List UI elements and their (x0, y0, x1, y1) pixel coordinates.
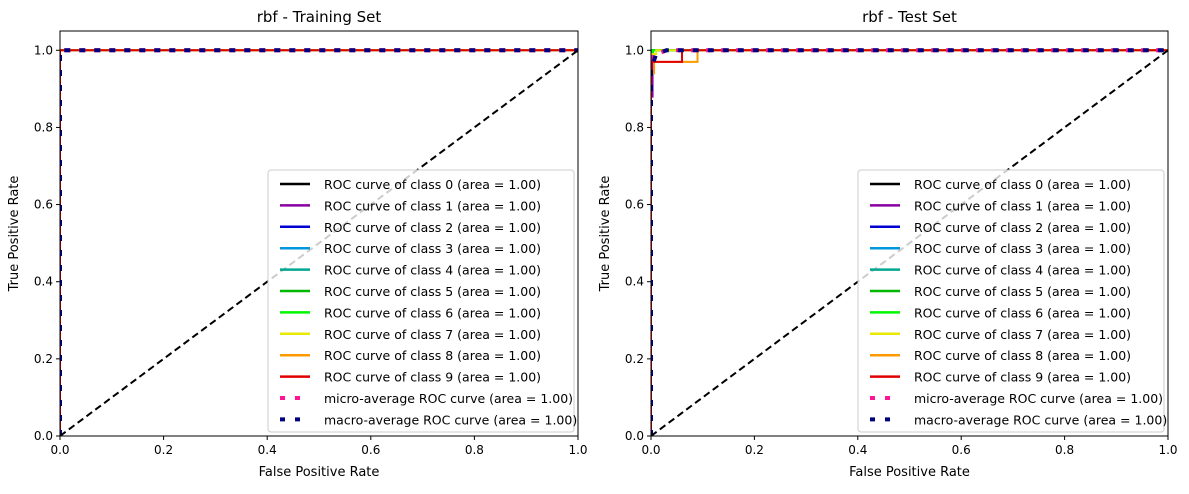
axes-frame (59, 30, 579, 437)
y-tick-label: 0.0 (625, 429, 644, 443)
y-tick-label: 0.6 (625, 198, 644, 212)
x-tick-label: 1.0 (568, 443, 587, 457)
legend-box (267, 169, 575, 433)
legend-label-0: ROC curve of class 0 (area = 1.00) (324, 177, 541, 192)
y-axis-label: True Positive Rate (598, 176, 613, 293)
axes-frame (650, 30, 1169, 437)
x-tick-label: 0.0 (641, 443, 660, 457)
y-tick-label: 0.6 (34, 198, 53, 212)
y-axis-label: True Positive Rate (7, 176, 22, 293)
x-axis-label: False Positive Rate (849, 465, 970, 480)
legend-label-3: ROC curve of class 3 (area = 1.00) (914, 241, 1131, 256)
chart-title: rbf - Training Set (257, 8, 382, 26)
legend: ROC curve of class 0 (area = 1.00) ROC cu… (857, 169, 1167, 433)
legend-label-7: ROC curve of class 7 (area = 1.00) (324, 327, 541, 342)
chart-title: rbf - Test Set (862, 8, 957, 26)
y-tick-label: 1.0 (625, 43, 644, 57)
legend-label-10: micro-average ROC curve (area = 1.00) (324, 391, 573, 406)
y-tick-label: 0.4 (625, 275, 644, 289)
legend-box (857, 169, 1165, 433)
legend-label-0: ROC curve of class 0 (area = 1.00) (914, 177, 1131, 192)
x-tick-label: 0.2 (745, 443, 764, 457)
legend-label-8: ROC curve of class 8 (area = 1.00) (324, 348, 541, 363)
x-axis-label: False Positive Rate (259, 465, 380, 480)
x-tick-label: 1.0 (1158, 443, 1177, 457)
legend-label-1: ROC curve of class 1 (area = 1.00) (914, 198, 1131, 213)
y-tick-label: 1.0 (34, 43, 53, 57)
legend-label-8: ROC curve of class 8 (area = 1.00) (914, 348, 1131, 363)
legend-label-11: macro-average ROC curve (area = 1.00) (914, 412, 1167, 427)
roc-curve-9 (60, 49, 578, 436)
x-tick-label: 0.6 (952, 443, 971, 457)
legend-label-5: ROC curve of class 5 (area = 1.00) (324, 284, 541, 299)
x-tick-label: 0.4 (258, 443, 277, 457)
x-tick-label: 0.8 (1055, 443, 1074, 457)
legend-label-3: ROC curve of class 3 (area = 1.00) (324, 241, 541, 256)
legend-label-10: micro-average ROC curve (area = 1.00) (914, 391, 1163, 406)
legend-label-9: ROC curve of class 9 (area = 1.00) (914, 370, 1131, 385)
x-tick-label: 0.2 (154, 443, 173, 457)
x-tick-label: 0.0 (50, 443, 69, 457)
chart-panel-1: rbf - Test Set False Positive Rate True Po… (598, 8, 1178, 480)
y-tick-label: 0.4 (34, 275, 53, 289)
y-tick-label: 0.8 (625, 120, 644, 134)
legend-label-6: ROC curve of class 6 (area = 1.00) (914, 305, 1131, 320)
legend: ROC curve of class 0 (area = 1.00) ROC cu… (267, 169, 577, 433)
x-tick-label: 0.8 (465, 443, 484, 457)
legend-label-6: ROC curve of class 6 (area = 1.00) (324, 305, 541, 320)
legend-label-11: macro-average ROC curve (area = 1.00) (324, 412, 577, 427)
legend-label-2: ROC curve of class 2 (area = 1.00) (324, 220, 541, 235)
legend-label-1: ROC curve of class 1 (area = 1.00) (324, 198, 541, 213)
y-tick-label: 0.8 (34, 120, 53, 134)
legend-label-4: ROC curve of class 4 (area = 1.00) (914, 263, 1131, 278)
legend-label-9: ROC curve of class 9 (area = 1.00) (324, 370, 541, 385)
legend-label-4: ROC curve of class 4 (area = 1.00) (324, 263, 541, 278)
legend-label-7: ROC curve of class 7 (area = 1.00) (914, 327, 1131, 342)
x-tick-label: 0.4 (848, 443, 867, 457)
legend-label-5: ROC curve of class 5 (area = 1.00) (914, 284, 1131, 299)
legend-label-2: ROC curve of class 2 (area = 1.00) (914, 220, 1131, 235)
y-tick-label: 0.0 (34, 429, 53, 443)
roc-curve-11 (651, 48, 1168, 436)
y-tick-label: 0.2 (625, 352, 644, 366)
x-tick-label: 0.6 (361, 443, 380, 457)
y-tick-label: 0.2 (34, 352, 53, 366)
chart-panel-0: rbf - Training Set False Positive Rate Tru… (7, 8, 588, 480)
